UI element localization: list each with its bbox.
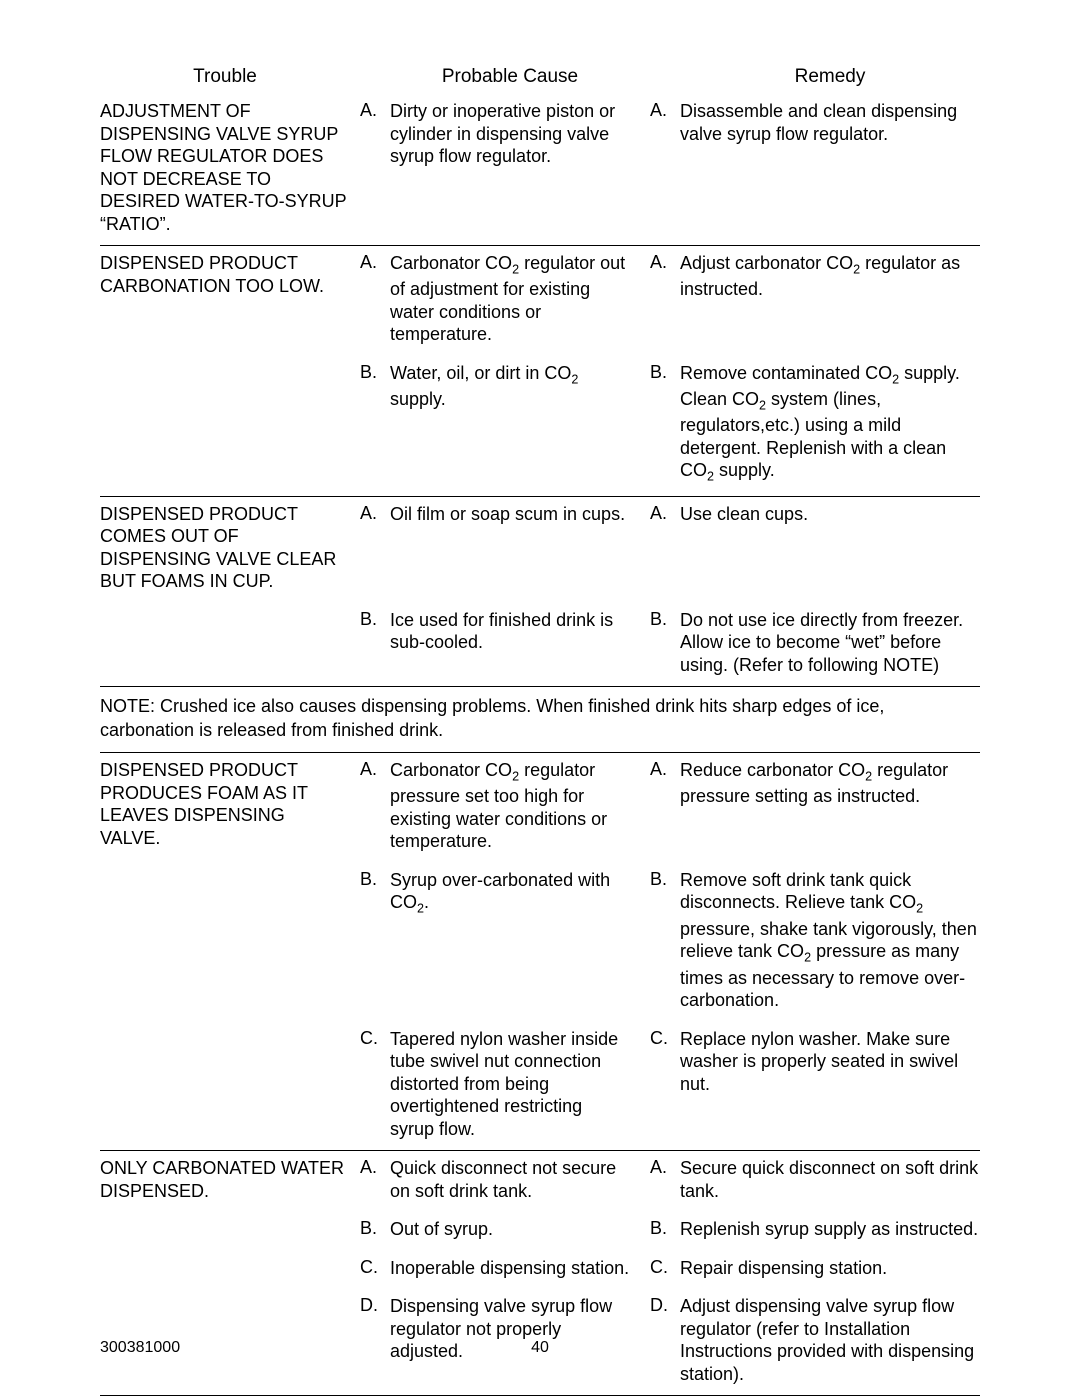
remedy-letter: C.	[650, 1257, 680, 1278]
cause-letter: A.	[360, 252, 390, 273]
trouble-text: ADJUSTMENT OF DISPENSING VALVE SYRUP FLO…	[100, 100, 350, 235]
remedy-letter: B.	[650, 1218, 680, 1239]
remedy-text: Do not use ice directly from freezer. Al…	[680, 609, 980, 677]
cause-text: Inoperable dispensing station.	[390, 1257, 630, 1280]
remedy-letter: A.	[650, 759, 680, 780]
page-footer: 300381000 40	[100, 1339, 980, 1357]
trouble-text: DISPENSED PRODUCT PRODUCES FOAM AS IT LE…	[100, 759, 350, 849]
remedy-text: Replenish syrup supply as instructed.	[680, 1218, 980, 1241]
remedy-text: Reduce carbonator CO2 regulator pressure…	[680, 759, 980, 808]
section: ADJUSTMENT OF DISPENSING VALVE SYRUP FLO…	[100, 94, 980, 246]
header-cause: Probable Cause	[390, 66, 630, 88]
table-row: B.Ice used for finished drink is sub-coo…	[100, 603, 980, 687]
cause-letter: A.	[360, 759, 390, 780]
note-text: NOTE: Crushed ice also causes dispensing…	[100, 696, 884, 739]
section: DISPENSED PRODUCT CARBONATION TOO LOW. A.…	[100, 246, 980, 497]
trouble-text: DISPENSED PRODUCT COMES OUT OF DISPENSIN…	[100, 503, 350, 593]
cause-text: Ice used for finished drink is sub-coole…	[390, 609, 630, 654]
cause-text: Quick disconnect not secure on soft drin…	[390, 1157, 630, 1202]
remedy-text: Remove contaminated CO2 supply. Clean CO…	[680, 362, 980, 486]
header-remedy: Remedy	[680, 66, 980, 88]
remedy-letter: A.	[650, 503, 680, 524]
cause-letter: C.	[360, 1028, 390, 1049]
cause-text: Oil film or soap scum in cups.	[390, 503, 630, 526]
remedy-text: Repair dispensing station.	[680, 1257, 980, 1280]
remedy-text: Secure quick disconnect on soft drink ta…	[680, 1157, 980, 1202]
remedy-letter: A.	[650, 252, 680, 273]
table-row: C.Inoperable dispensing station.C.Repair…	[100, 1251, 980, 1290]
cause-text: Out of syrup.	[390, 1218, 630, 1241]
sections-bottom: DISPENSED PRODUCT PRODUCES FOAM AS IT LE…	[100, 753, 980, 1396]
remedy-letter: D.	[650, 1295, 680, 1316]
section: DISPENSED PRODUCT COMES OUT OF DISPENSIN…	[100, 497, 980, 688]
table-row: B.Syrup over-carbonated with CO2.B.Remov…	[100, 863, 980, 1022]
section: ONLY CARBONATED WATER DISPENSED.A.Quick …	[100, 1151, 980, 1396]
troubleshooting-table: Trouble Probable Cause Remedy ADJUSTMENT…	[100, 60, 980, 1396]
section: DISPENSED PRODUCT PRODUCES FOAM AS IT LE…	[100, 753, 980, 1151]
cause-letter: A.	[360, 503, 390, 524]
note-row: NOTE: Crushed ice also causes dispensing…	[100, 687, 980, 753]
cause-letter: A.	[360, 1157, 390, 1178]
remedy-text: Remove soft drink tank quick disconnects…	[680, 869, 980, 1012]
remedy-letter: B.	[650, 869, 680, 890]
remedy-text: Use clean cups.	[680, 503, 980, 526]
table-row: C.Tapered nylon washer inside tube swive…	[100, 1022, 980, 1151]
table-row: B.Water, oil, or dirt in CO2 supply.B.Re…	[100, 356, 980, 496]
remedy-letter: A.	[650, 100, 680, 121]
cause-letter: B.	[360, 362, 390, 383]
remedy-letter: B.	[650, 362, 680, 383]
table-row: ONLY CARBONATED WATER DISPENSED.A.Quick …	[100, 1151, 980, 1212]
table-row: DISPENSED PRODUCT CARBONATION TOO LOW. A.…	[100, 246, 980, 356]
cause-letter: B.	[360, 1218, 390, 1239]
table-row: ADJUSTMENT OF DISPENSING VALVE SYRUP FLO…	[100, 94, 980, 245]
cause-letter: B.	[360, 869, 390, 890]
trouble-text: DISPENSED PRODUCT CARBONATION TOO LOW.	[100, 252, 350, 297]
page-number: 40	[531, 1339, 549, 1357]
cause-text: Water, oil, or dirt in CO2 supply.	[390, 362, 630, 411]
cause-text: Dirty or inoperative piston or cylinder …	[390, 100, 630, 168]
cause-text: Carbonator CO2 regulator pressure set to…	[390, 759, 630, 853]
sections-top: ADJUSTMENT OF DISPENSING VALVE SYRUP FLO…	[100, 94, 980, 687]
remedy-text: Adjust carbonator CO2 regulator as instr…	[680, 252, 980, 301]
cause-text: Carbonator CO2 regulator out of adjustme…	[390, 252, 630, 346]
header-trouble: Trouble	[100, 66, 350, 88]
table-header: Trouble Probable Cause Remedy	[100, 60, 980, 94]
table-row: B.Out of syrup.B.Replenish syrup supply …	[100, 1212, 980, 1251]
doc-number: 300381000	[100, 1339, 180, 1357]
cause-letter: D.	[360, 1295, 390, 1316]
trouble-text: ONLY CARBONATED WATER DISPENSED.	[100, 1157, 350, 1202]
remedy-text: Replace nylon washer. Make sure washer i…	[680, 1028, 980, 1096]
cause-text: Tapered nylon washer inside tube swivel …	[390, 1028, 630, 1141]
cause-letter: C.	[360, 1257, 390, 1278]
cause-text: Syrup over-carbonated with CO2.	[390, 869, 630, 918]
cause-letter: B.	[360, 609, 390, 630]
remedy-text: Disassemble and clean dispensing valve s…	[680, 100, 980, 145]
remedy-letter: C.	[650, 1028, 680, 1049]
table-row: DISPENSED PRODUCT COMES OUT OF DISPENSIN…	[100, 497, 980, 603]
cause-letter: A.	[360, 100, 390, 121]
remedy-letter: A.	[650, 1157, 680, 1178]
remedy-letter: B.	[650, 609, 680, 630]
table-row: DISPENSED PRODUCT PRODUCES FOAM AS IT LE…	[100, 753, 980, 863]
